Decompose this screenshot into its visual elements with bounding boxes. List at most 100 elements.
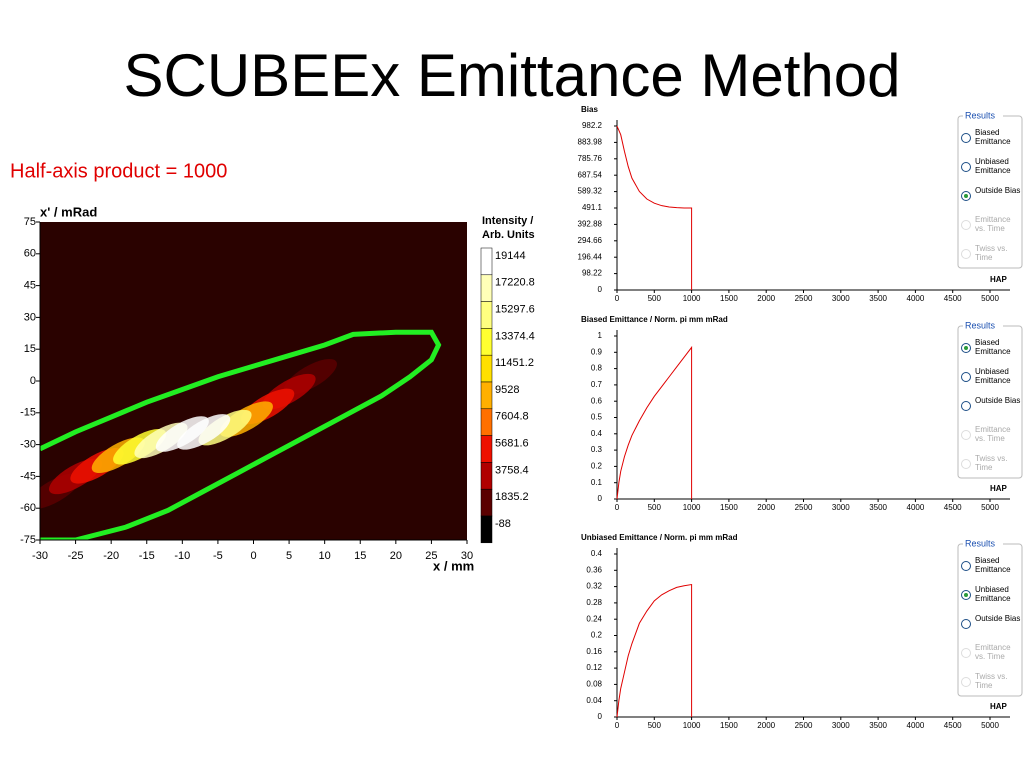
colorbar-tick-label: 19144 <box>495 250 526 262</box>
option-label: Outside Bias <box>975 186 1021 195</box>
x-tick-label: 4500 <box>944 503 962 512</box>
y-tick-label: 0.6 <box>591 396 603 405</box>
x-tick-label: 2000 <box>757 721 775 730</box>
colorbar-tick-label: 3758.4 <box>495 464 529 476</box>
x-tick-label: 3000 <box>832 503 850 512</box>
colorbar-label: Arb. Units <box>482 229 535 241</box>
option-label: Emittance vs. Time <box>975 643 1011 661</box>
x-tick-label: 20 <box>390 550 402 562</box>
x-tick-label: 1000 <box>683 294 701 303</box>
x-tick-label: 25 <box>425 550 437 562</box>
x-tick-label: 1500 <box>720 503 738 512</box>
x-tick-label: 3500 <box>869 503 887 512</box>
x-tick-label: 500 <box>648 294 662 303</box>
radio-button[interactable] <box>961 401 971 411</box>
x-tick-label: 4500 <box>944 721 962 730</box>
x-tick-label: 0 <box>250 550 256 562</box>
x-tick-label: 0 <box>615 503 620 512</box>
data-line <box>616 583 693 718</box>
beam-ellipse <box>40 329 442 540</box>
data-line <box>616 125 693 290</box>
radio-button[interactable] <box>961 561 971 571</box>
colorbar-tick-label: -88 <box>495 518 511 530</box>
chart-title: Bias <box>581 105 598 114</box>
radio-button <box>961 249 971 259</box>
option-label: Twiss vs. Time <box>975 244 1008 262</box>
option-label: Biased Emittance <box>975 338 1011 356</box>
y-tick-label: 294.66 <box>578 236 603 245</box>
heatmap-background <box>40 222 467 540</box>
hotspot <box>155 416 209 452</box>
x-tick-label: 1000 <box>683 503 701 512</box>
x-axis-label: HAP <box>990 702 1008 711</box>
x-tick-label: -30 <box>32 550 48 562</box>
y-tick-label: -45 <box>20 470 36 482</box>
colorbar-tick-label: 9528 <box>495 384 519 396</box>
colorbar-cell <box>480 488 493 517</box>
option-label: Unbiased Emittance <box>975 367 1011 385</box>
y-tick-label: 75 <box>24 216 36 228</box>
y-tick-label: 0.5 <box>591 413 603 422</box>
x-tick-label: 1500 <box>720 294 738 303</box>
option-label: Emittance vs. Time <box>975 425 1011 443</box>
y-tick-label: 982.2 <box>582 121 603 130</box>
y-tick-label: 0.9 <box>591 347 603 356</box>
x-tick-label: 5000 <box>981 721 999 730</box>
x-tick-label: 5000 <box>981 294 999 303</box>
colorbar-cell <box>480 408 493 436</box>
radio-button[interactable] <box>961 133 971 143</box>
option-label: Emittance vs. Time <box>975 215 1011 233</box>
option-wrap: Outside Bias <box>975 614 1021 623</box>
colorbar-label: Intensity / <box>482 215 533 227</box>
x-tick-label: 1500 <box>720 721 738 730</box>
x-tick-label: 3500 <box>869 294 887 303</box>
radio-button[interactable] <box>961 619 971 629</box>
y-tick-label: -30 <box>20 439 36 451</box>
results-title-bg <box>963 321 1003 331</box>
x-tick-label: 15 <box>354 550 366 562</box>
colorbar-tick-label: 11451.2 <box>495 357 534 369</box>
x-tick-label: -10 <box>174 550 190 562</box>
option-label: Outside Bias <box>975 614 1021 623</box>
y-tick-label: 1 <box>598 331 603 340</box>
option-wrap: Biased Emittance <box>975 338 1011 356</box>
y-tick-label: 0.3 <box>591 445 603 454</box>
y-tick-label: 0.04 <box>586 696 602 705</box>
colorbar-tick-label: 15297.6 <box>495 304 535 316</box>
y-tick-label: 785.76 <box>578 154 603 163</box>
x-tick-label: 500 <box>648 503 662 512</box>
option-label: Twiss vs. Time <box>975 672 1008 690</box>
y-tick-label: 0.08 <box>586 680 602 689</box>
option-wrap: Outside Bias <box>975 186 1021 195</box>
x-tick-label: -25 <box>68 550 84 562</box>
x-tick-label: 4000 <box>907 503 925 512</box>
y-tick-label: 0 <box>598 285 603 294</box>
option-wrap: Emittance vs. Time <box>975 425 1011 443</box>
y-tick-label: 15 <box>24 343 36 355</box>
option-wrap: Unbiased Emittance <box>975 585 1011 603</box>
x-tick-label: 2500 <box>795 503 813 512</box>
radio-button[interactable] <box>961 162 971 172</box>
y-tick-label: 0.24 <box>586 614 602 623</box>
y-tick-label: 0.16 <box>586 647 602 656</box>
option-label: Outside Bias <box>975 396 1021 405</box>
x-tick-label: 30 <box>461 550 473 562</box>
colorbar-cell <box>480 462 493 490</box>
option-wrap: Unbiased Emittance <box>975 367 1011 385</box>
option-wrap: Outside Bias <box>975 396 1021 405</box>
colorbar-cell <box>480 328 493 356</box>
x-tick-label: 4000 <box>907 721 925 730</box>
y-tick-label: 0.7 <box>591 380 603 389</box>
results-title: Results <box>965 110 996 120</box>
option-label: Twiss vs. Time <box>975 454 1008 472</box>
y-tick-label: 60 <box>24 248 36 260</box>
radio-dot <box>964 346 968 350</box>
x-tick-label: 3500 <box>869 721 887 730</box>
heatmap-cells <box>40 329 442 540</box>
radio-button[interactable] <box>961 372 971 382</box>
x-tick-label: 5000 <box>981 503 999 512</box>
y-tick-label: 0.8 <box>591 364 603 373</box>
radio-button <box>961 677 971 687</box>
radio-dot <box>964 194 968 198</box>
